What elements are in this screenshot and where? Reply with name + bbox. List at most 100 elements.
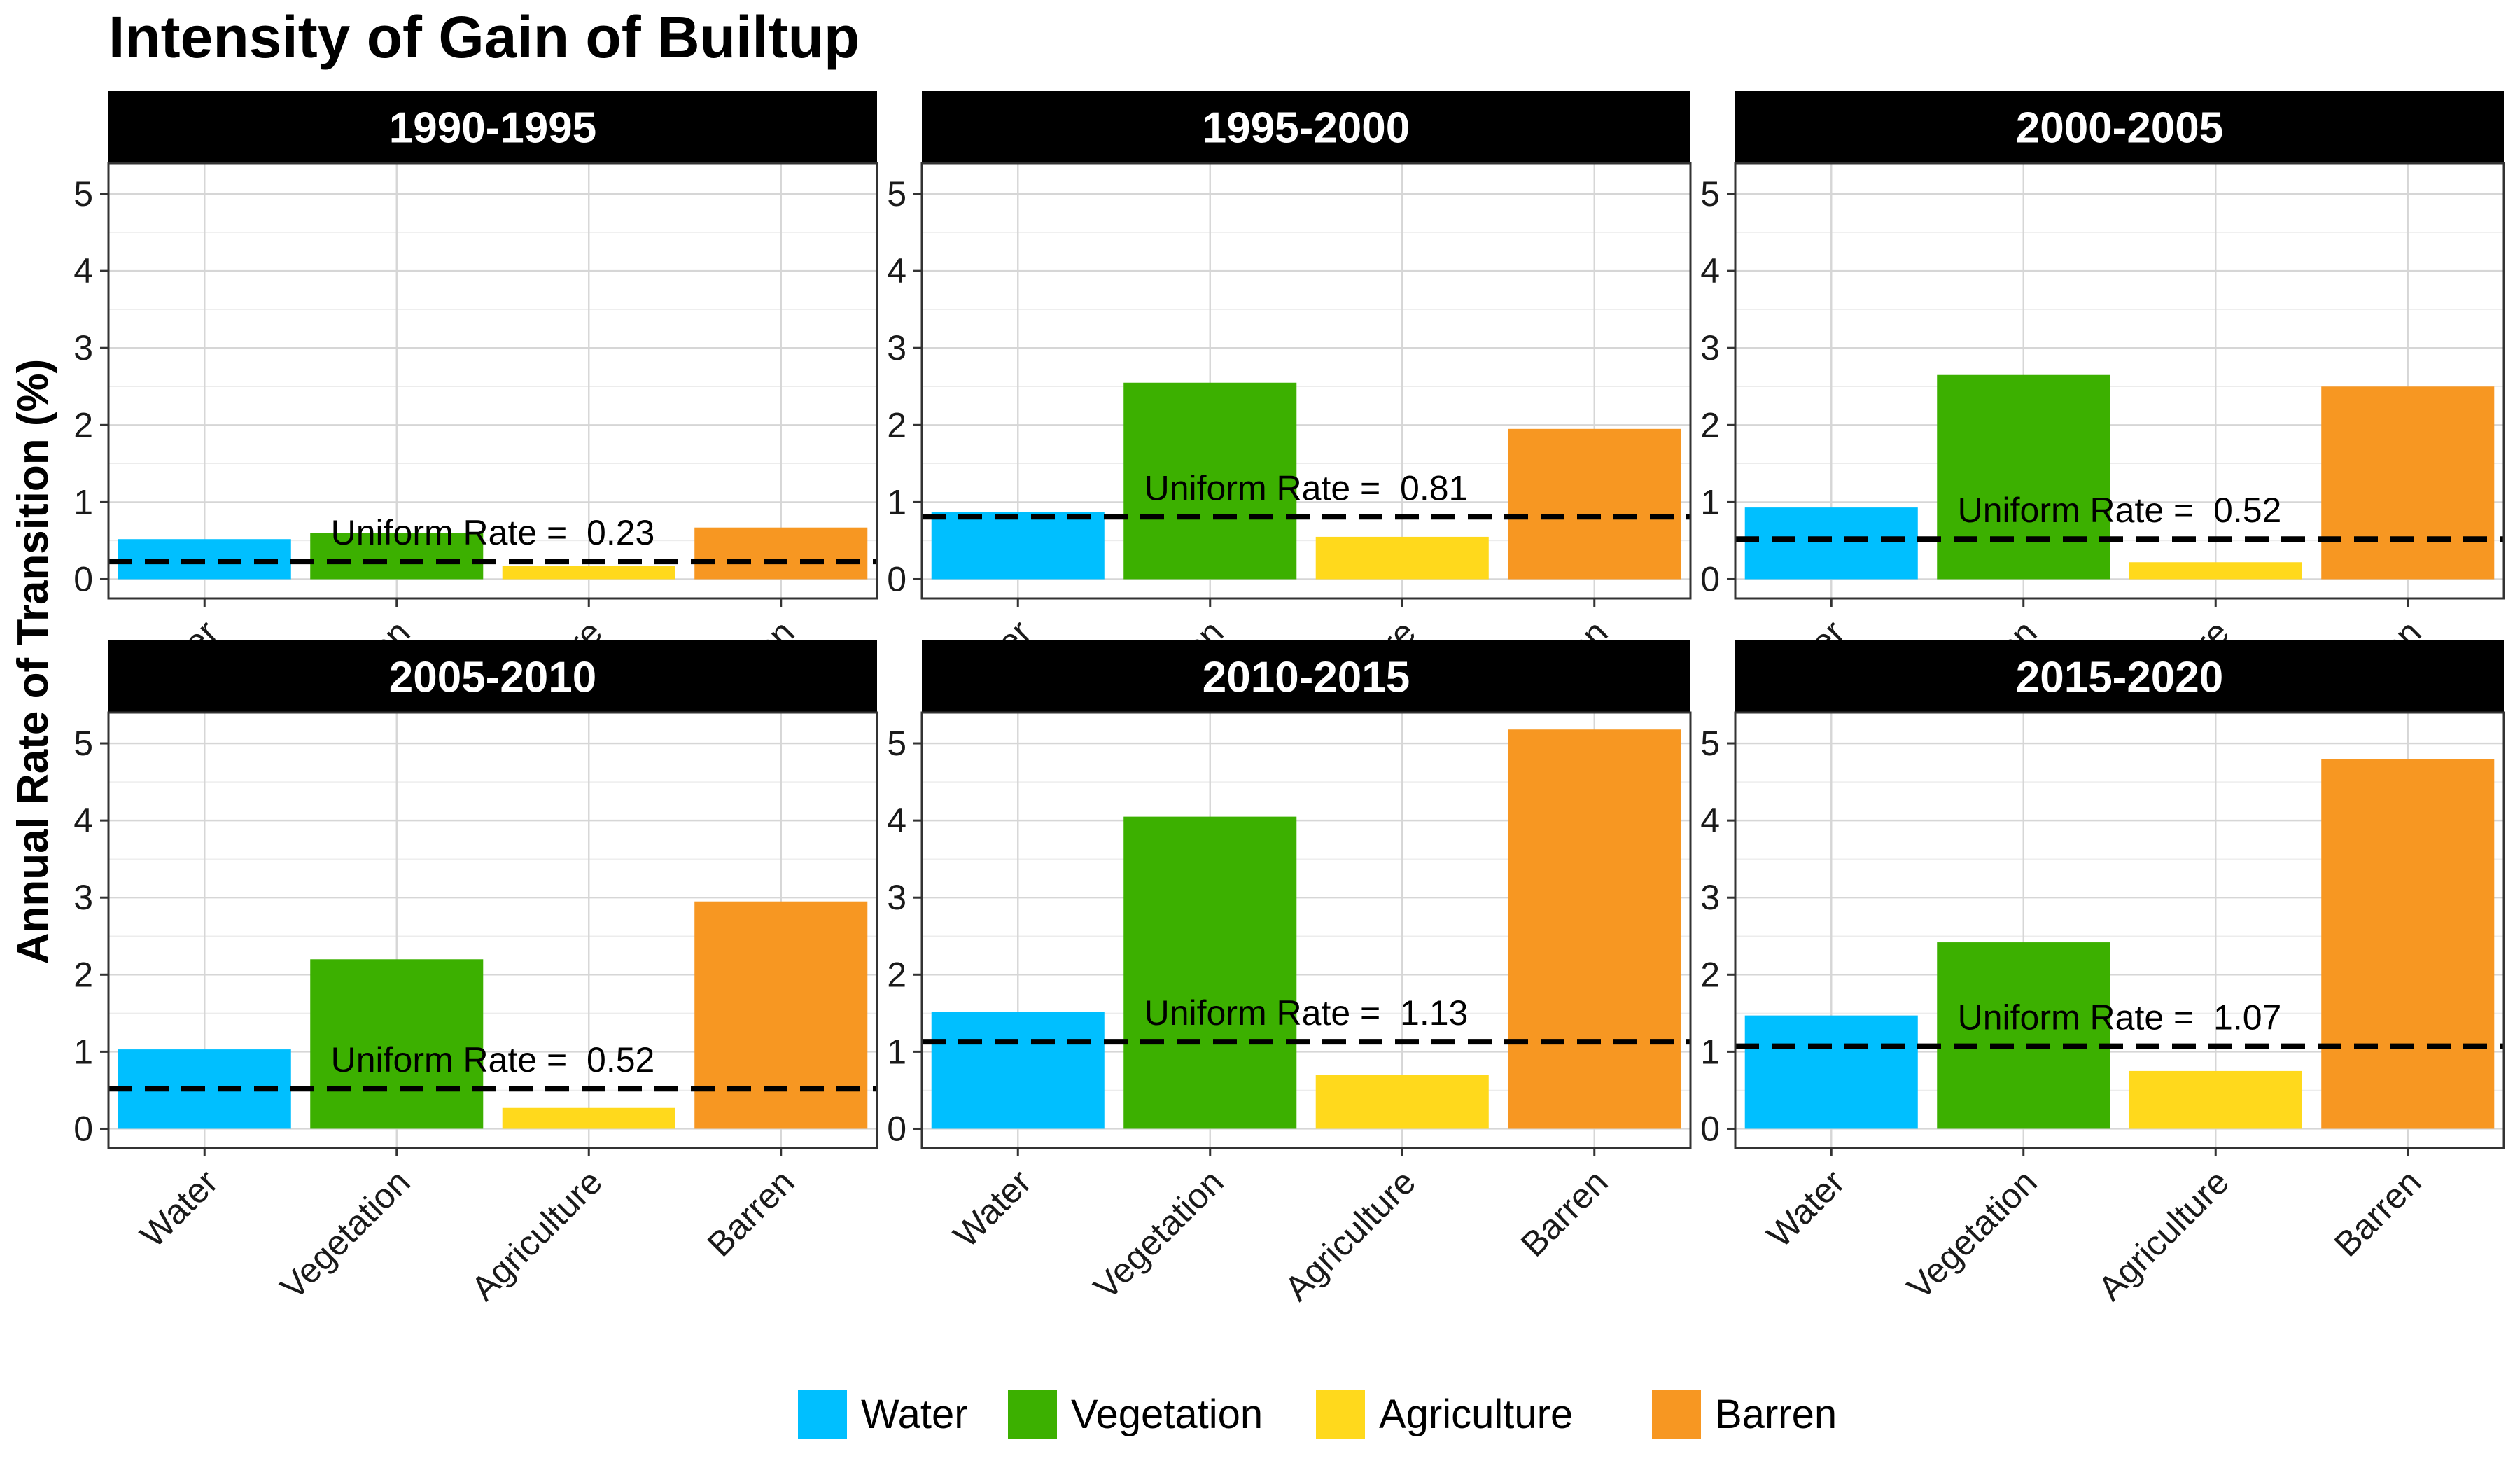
y-tick-label: 0 [1700,559,1720,598]
facet-strip [108,91,877,163]
legend-item-barren: Barren [1652,1390,1837,1438]
y-tick-label: 3 [887,878,906,917]
y-tick-label: 5 [1700,174,1720,214]
facet-strip-label: 2010-2015 [1203,654,1410,702]
facet-panel-2010-2015: 2010-2015 Uniform Rate = 1.13 0 1 2 3 4 5 Water V… [887,640,1692,1308]
bar-barren [2321,386,2495,580]
y-tick-label: 1 [74,482,93,522]
y-tick-label: 4 [74,251,93,290]
legend-label-vegetation: Vegetation [1071,1392,1263,1437]
bar-barren [694,527,868,580]
bar-agriculture [1315,1074,1489,1129]
legend-item-vegetation: Vegetation [1008,1390,1263,1438]
x-tick-label-water: Water [132,1162,225,1255]
bar-barren [1508,729,1681,1129]
x-tick-label-barren: Barren [2327,1162,2429,1264]
x-tick-label-vegetation: Vegetation [1900,1162,2045,1307]
y-tick-label: 1 [1700,482,1720,522]
y-axis-title: Annual Rate of Transition (%) [9,359,57,965]
y-tick-label: 3 [74,878,93,917]
bar-water [1744,1015,1918,1129]
y-tick-label: 4 [887,251,906,290]
chart-title: Intensity of Gain of Builtup [108,4,860,70]
facet-strip-label: 1990-1995 [389,104,597,153]
facet-strip [922,640,1690,713]
y-tick-label: 0 [74,1109,93,1148]
x-tick-label-water: Water [946,1162,1039,1255]
facet-strip-label: 2005-2010 [389,654,597,702]
legend: Water Vegetation Agriculture Barren [798,1390,1837,1438]
y-tick-label: 3 [887,328,906,368]
y-tick-label: 2 [1700,405,1720,444]
y-tick-label: 5 [887,174,906,214]
y-tick-label: 2 [74,405,93,444]
x-tick-label-barren: Barren [1513,1162,1616,1264]
bar-agriculture [2129,1070,2302,1129]
bar-vegetation [1124,816,1297,1129]
facet-panels: 1990-1995 Uniform Rate = 0.23 0 1 2 3 4 5 Water V… [74,91,2505,1308]
y-tick-label: 2 [887,955,906,994]
uniform-rate-label: Uniform Rate = 1.07 [1958,998,2282,1037]
x-tick-label-barren: Barren [700,1162,802,1264]
uniform-rate-label: Uniform Rate = 0.52 [1958,491,2282,530]
bar-water [931,1011,1105,1129]
y-tick-label: 2 [1700,955,1720,994]
bar-vegetation [1937,942,2110,1129]
legend-swatch-agriculture [1316,1390,1365,1438]
y-tick-label: 1 [887,1032,906,1071]
panel-border [107,711,878,1149]
y-tick-label: 5 [887,724,906,763]
x-tick-label-agriculture: Agriculture [463,1162,610,1308]
x-tick-label-agriculture: Agriculture [1277,1162,1423,1308]
facet-panel-2005-2010: 2005-2010 Uniform Rate = 0.52 0 1 2 3 4 5 Water V… [74,640,878,1308]
facet-strip-label: 1995-2000 [1203,104,1410,153]
bar-agriculture [2129,562,2302,580]
uniform-rate-label: Uniform Rate = 0.52 [331,1040,655,1079]
y-tick-label: 3 [1700,878,1720,917]
x-tick-label-vegetation: Vegetation [273,1162,418,1307]
y-tick-label: 0 [887,1109,906,1148]
y-tick-label: 4 [1700,801,1720,840]
panel-border [1734,711,2505,1149]
bar-vegetation [310,959,484,1129]
bar-barren [694,901,868,1129]
x-tick-label-agriculture: Agriculture [2090,1162,2236,1308]
bar-barren [1508,428,1681,580]
y-tick-label: 1 [887,482,906,522]
bar-barren [2321,759,2495,1129]
x-tick-label-vegetation: Vegetation [1086,1162,1231,1307]
y-tick-label: 1 [1700,1032,1720,1071]
y-tick-label: 5 [74,174,93,214]
y-tick-label: 4 [74,801,93,840]
legend-item-water: Water [798,1390,968,1438]
facet-strip [1735,91,2504,163]
x-tick-label-water: Water [1759,1162,1852,1255]
panel-border [107,162,878,600]
facet-strip-label: 2000-2005 [2016,104,2224,153]
y-tick-label: 0 [887,559,906,598]
bar-agriculture [502,566,676,580]
facet-strip [922,91,1690,163]
bar-vegetation [310,533,484,580]
uniform-rate-label: Uniform Rate = 0.23 [331,513,655,552]
y-tick-label: 2 [74,955,93,994]
y-tick-label: 2 [887,405,906,444]
legend-label-water: Water [861,1392,968,1437]
y-tick-label: 3 [74,328,93,368]
y-tick-label: 5 [74,724,93,763]
legend-swatch-vegetation [1008,1390,1057,1438]
bar-agriculture [502,1107,676,1129]
bar-water [1744,507,1918,580]
facet-panel-2015-2020: 2015-2020 Uniform Rate = 1.07 0 1 2 3 4 5 Water V… [1700,640,2505,1308]
panel-border [920,162,1692,600]
uniform-rate-label: Uniform Rate = 1.13 [1144,993,1469,1032]
panel-background [108,163,877,598]
y-tick-label: 1 [74,1032,93,1071]
panel-border [920,711,1692,1149]
bar-vegetation [1124,382,1297,580]
facet-strip [108,640,877,713]
facet-strip-label: 2015-2020 [2016,654,2224,702]
